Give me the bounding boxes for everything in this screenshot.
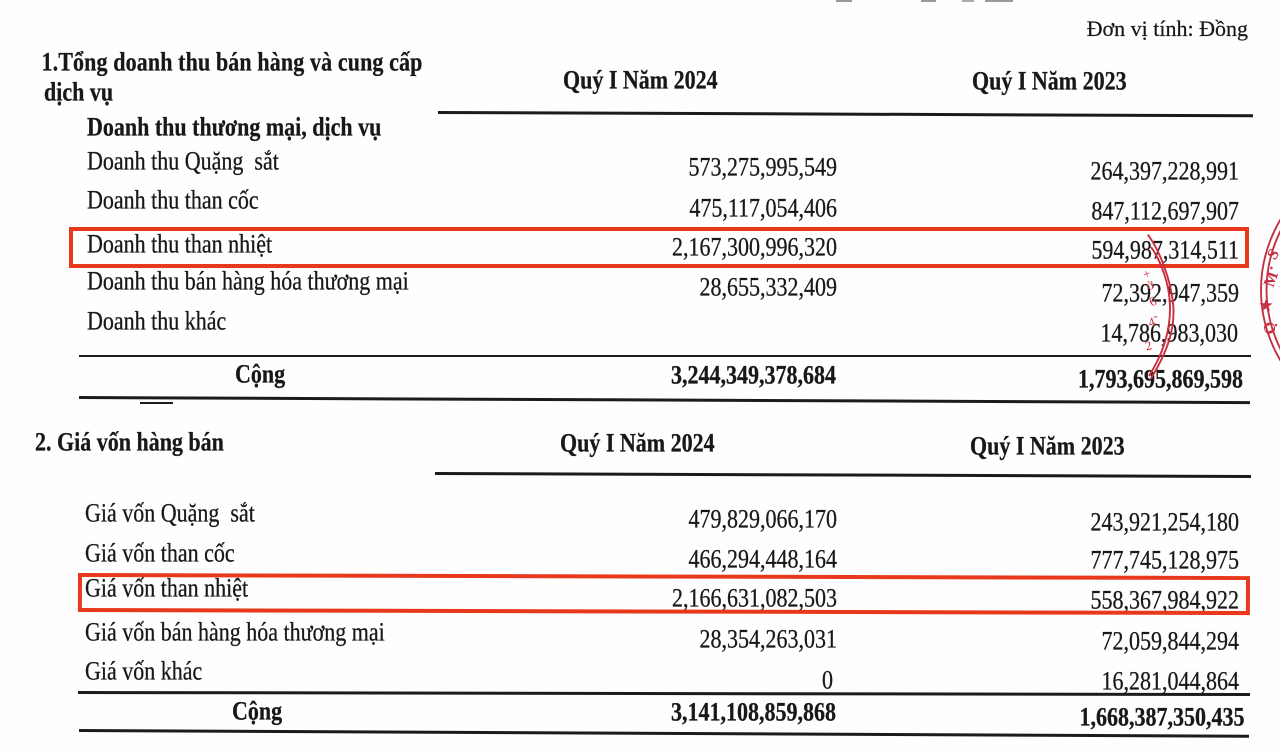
svg-text:2: 2 [1143, 337, 1153, 353]
svg-text:4̃: 4̃ [1146, 312, 1162, 330]
svg-text:6: 6 [1147, 293, 1160, 310]
svg-text:.: . [1260, 260, 1277, 272]
svg-text:M: M [1261, 269, 1280, 289]
svg-text:S: S [1264, 246, 1280, 263]
svg-text:ở: ở [1144, 276, 1158, 293]
svg-text:Ọ: Ọ [1260, 319, 1280, 337]
